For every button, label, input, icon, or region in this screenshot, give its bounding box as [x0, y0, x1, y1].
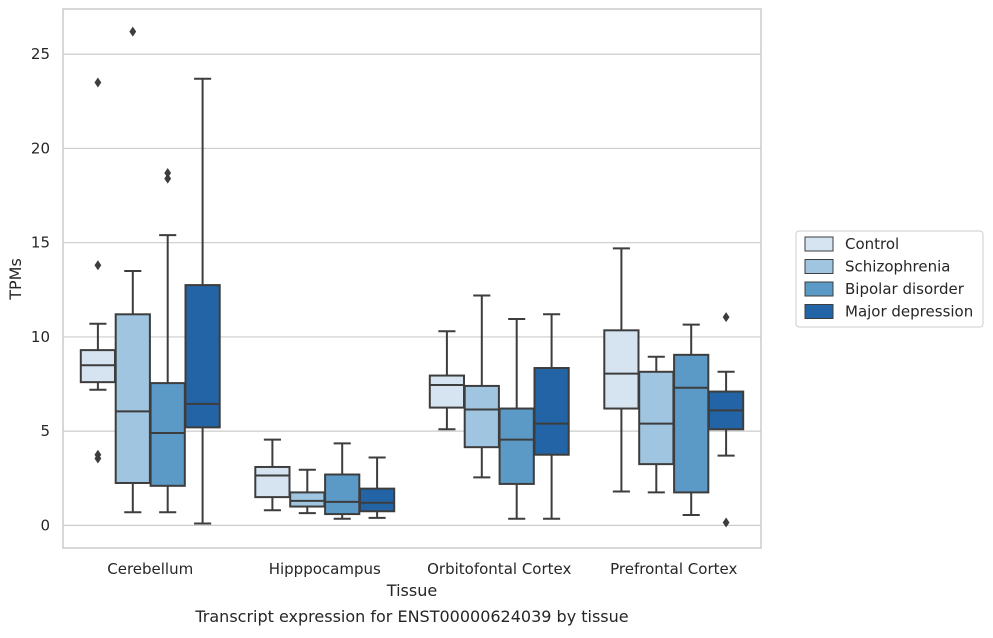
y-tick-label: 5 [40, 422, 50, 440]
box-3-2 [673, 323, 710, 517]
box-3-0 [603, 247, 640, 493]
legend-label: Control [845, 235, 899, 253]
legend-label: Major depression [845, 303, 973, 321]
box-iqr [603, 329, 640, 410]
outlier-point [164, 167, 172, 178]
x-tick-label: Orbitofontal Cortex [427, 560, 571, 578]
legend-label: Bipolar disorder [845, 280, 965, 298]
box-iqr [638, 370, 675, 466]
box-0-3 [184, 77, 221, 525]
box-1-0 [254, 438, 291, 512]
box-iqr [673, 353, 710, 494]
box-iqr [114, 313, 151, 484]
y-axis-label: TPMs [6, 258, 25, 301]
outlier-point [94, 260, 102, 271]
x-tick-label: Prefrontal Cortex [610, 560, 737, 578]
box-1-1 [289, 468, 326, 515]
y-tick-labels: 0 5 10 15 20 25 [31, 45, 50, 534]
box-0-1 [114, 26, 151, 514]
plot-frame [62, 8, 762, 549]
x-tick-labels: Cerebellum Hipppocampus Orbitofontal Corte… [107, 560, 737, 578]
box-2-0 [428, 330, 466, 431]
outlier-point [94, 449, 102, 460]
legend: Control Schizophrenia Bipolar disorder Majo… [795, 230, 984, 328]
legend-frame [795, 230, 984, 328]
legend-swatch [804, 304, 834, 319]
plot-layer [79, 26, 745, 528]
box-iqr [184, 284, 221, 429]
box-3-3 [707, 312, 745, 528]
box-iqr [498, 407, 535, 485]
box-2-2 [498, 318, 535, 520]
legend-label: Schizophrenia [845, 258, 950, 276]
box-iqr [149, 382, 186, 487]
y-tick-label: 15 [31, 234, 50, 252]
box-3-1 [638, 355, 675, 494]
box-iqr [463, 384, 500, 449]
x-tick-label: Hipppocampus [269, 560, 381, 578]
y-tick-label: 0 [40, 516, 50, 534]
figure-caption: Transcript expression for ENST0000062403… [194, 607, 628, 626]
box-2-1 [463, 294, 500, 479]
x-tick-label: Cerebellum [107, 560, 193, 578]
outlier-point [722, 517, 730, 528]
outlier-point [722, 312, 730, 323]
legend-swatch [804, 259, 834, 274]
box-iqr [289, 491, 326, 508]
legend-swatch [804, 236, 834, 252]
box-0-0 [79, 77, 117, 464]
x-axis-label: Tissue [386, 581, 437, 600]
y-tick-label: 25 [31, 45, 50, 63]
box-iqr [358, 487, 396, 513]
box-iqr [324, 473, 361, 516]
box-2-3 [533, 313, 570, 520]
y-tick-label: 10 [31, 328, 50, 346]
box-0-2 [149, 167, 186, 514]
outlier-point [94, 77, 102, 88]
box-iqr [254, 465, 291, 499]
y-tick-label: 20 [31, 139, 50, 157]
box-iqr [533, 367, 570, 456]
legend-swatch [804, 281, 834, 297]
outlier-point [164, 173, 172, 184]
box-1-2 [324, 442, 361, 520]
outlier-point [129, 26, 137, 37]
box-iqr [428, 374, 466, 409]
box-1-3 [358, 456, 396, 519]
